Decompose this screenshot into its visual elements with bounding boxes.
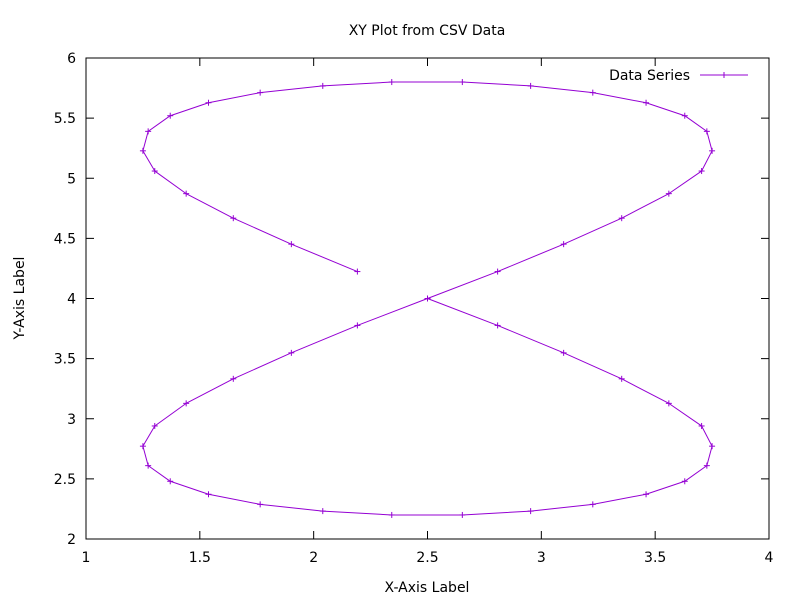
chart-title: XY Plot from CSV Data <box>349 23 506 39</box>
data-point <box>183 400 190 407</box>
y-tick-label: 3.5 <box>54 352 76 368</box>
data-point <box>424 295 431 302</box>
data-point <box>589 501 596 508</box>
series-line <box>142 81 713 516</box>
data-point <box>681 478 688 485</box>
data-point <box>703 128 710 135</box>
data-point <box>665 190 672 197</box>
data-point <box>681 112 688 119</box>
data-point <box>560 349 567 356</box>
data-point <box>257 501 264 508</box>
data-point <box>145 128 152 135</box>
data-point <box>205 99 212 106</box>
data-point <box>560 241 567 248</box>
data-point <box>354 268 361 275</box>
y-tick-label: 2 <box>67 532 76 548</box>
data-point <box>319 82 326 89</box>
legend-marker <box>721 72 727 78</box>
data-point <box>709 147 716 154</box>
y-tick-label: 4.5 <box>54 231 76 247</box>
legend: Data Series <box>609 68 748 84</box>
y-tick-label: 2.5 <box>54 472 76 488</box>
data-point <box>643 491 650 498</box>
data-point <box>205 491 212 498</box>
data-point <box>643 99 650 106</box>
x-tick-label: 1.5 <box>189 550 211 566</box>
data-point <box>230 375 237 382</box>
data-point <box>151 168 158 175</box>
data-point <box>288 349 295 356</box>
data-point <box>527 82 534 89</box>
axis-ticks <box>85 57 770 540</box>
data-point <box>388 79 395 86</box>
data-point <box>459 79 466 86</box>
data-point <box>151 422 158 429</box>
data-point <box>703 462 710 469</box>
y-tick-label: 4 <box>67 292 76 308</box>
data-point <box>618 375 625 382</box>
data-point <box>665 400 672 407</box>
data-point <box>527 508 534 515</box>
data-point <box>139 443 146 450</box>
x-tick-label: 2 <box>309 550 318 566</box>
legend-label: Data Series <box>609 68 690 84</box>
data-point <box>167 112 174 119</box>
data-point <box>183 190 190 197</box>
y-tick-label: 5.5 <box>54 111 76 127</box>
data-point <box>618 215 625 222</box>
data-point <box>494 268 501 275</box>
data-point <box>698 168 705 175</box>
data-point <box>145 462 152 469</box>
y-tick-label: 6 <box>67 51 76 67</box>
y-tick-label: 5 <box>67 171 76 187</box>
data-point <box>257 89 264 96</box>
x-tick-label: 1 <box>82 550 91 566</box>
x-tick-label: 3.5 <box>644 550 666 566</box>
data-point <box>698 422 705 429</box>
x-tick-label: 4 <box>765 550 774 566</box>
data-point <box>494 322 501 329</box>
series-layer <box>139 79 716 518</box>
data-point <box>589 89 596 96</box>
data-point <box>230 215 237 222</box>
y-tick-label: 3 <box>67 412 76 428</box>
x-axis-title: X-Axis Label <box>385 580 470 596</box>
data-point <box>288 241 295 248</box>
data-point <box>354 322 361 329</box>
data-point <box>709 443 716 450</box>
data-point <box>167 478 174 485</box>
axis-tick-labels: 1 1.5 2 2.5 3 3.5 4 2 2.5 3 3.5 4 4.5 5 5.5 6 <box>54 51 774 566</box>
data-point <box>459 511 466 518</box>
x-tick-label: 3 <box>537 550 546 566</box>
data-point <box>139 147 146 154</box>
data-point <box>319 508 326 515</box>
x-tick-label: 2.5 <box>416 550 438 566</box>
data-point <box>388 511 395 518</box>
y-axis-title: Y-Axis Label <box>12 257 28 341</box>
